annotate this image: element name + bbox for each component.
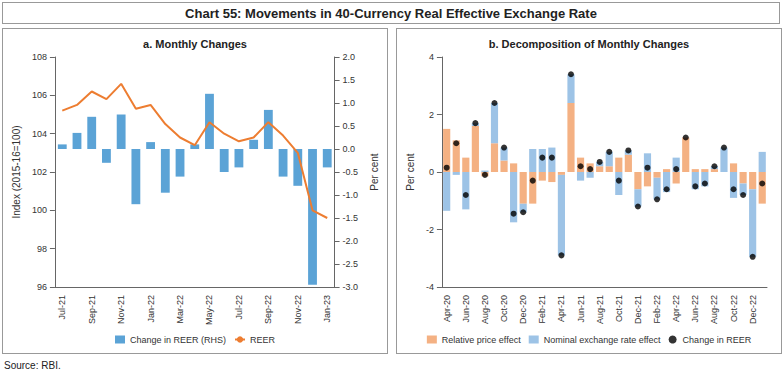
svg-text:Aug-21: Aug-21 — [595, 295, 605, 324]
svg-text:-1.5: -1.5 — [343, 213, 359, 223]
svg-text:100: 100 — [32, 205, 47, 215]
svg-text:0.0: 0.0 — [343, 144, 356, 154]
svg-text:108: 108 — [32, 52, 47, 62]
html-text:Chart 55: Movements in 40-Curr: Chart 55: Movements in 40-Currency Real … — [185, 6, 597, 21]
svg-text:Jul-21: Jul-21 — [57, 295, 67, 320]
svg-text:Jun-21: Jun-21 — [576, 295, 586, 323]
svg-text:Nov-21: Nov-21 — [116, 295, 126, 324]
svg-text:2.0: 2.0 — [343, 52, 356, 62]
svg-text:Dec-21: Dec-21 — [633, 295, 643, 324]
svg-text:Per cent: Per cent — [369, 153, 380, 190]
svg-text:Dec-20: Dec-20 — [518, 295, 528, 324]
svg-text:Feb-22: Feb-22 — [652, 295, 662, 324]
svg-text:Oct-21: Oct-21 — [614, 295, 624, 322]
svg-text:-2.0: -2.0 — [343, 236, 359, 246]
svg-text:4: 4 — [429, 52, 434, 62]
svg-text:98: 98 — [37, 244, 47, 254]
svg-text:REER: REER — [250, 335, 276, 345]
svg-text:Apr-22: Apr-22 — [671, 295, 681, 322]
svg-text:-3.0: -3.0 — [343, 282, 359, 292]
svg-text:106: 106 — [32, 90, 47, 100]
svg-text:-1.0: -1.0 — [343, 190, 359, 200]
svg-text:Jun-22: Jun-22 — [690, 295, 700, 323]
svg-text:Jun-20: Jun-20 — [461, 295, 471, 323]
svg-text:102: 102 — [32, 167, 47, 177]
svg-text:Jul-22: Jul-22 — [234, 295, 244, 320]
svg-text:Index (2015-16=100): Index (2015-16=100) — [11, 125, 22, 218]
svg-text:Oct-22: Oct-22 — [729, 295, 739, 322]
svg-text:0.5: 0.5 — [343, 121, 356, 131]
svg-text:Feb-21: Feb-21 — [537, 295, 547, 324]
svg-text:-2: -2 — [426, 225, 434, 235]
svg-text:Oct-20: Oct-20 — [499, 295, 509, 322]
svg-text:Nov-22: Nov-22 — [293, 295, 303, 324]
svg-text:May-22: May-22 — [204, 295, 214, 325]
svg-text:Apr-21: Apr-21 — [556, 295, 566, 322]
svg-text:1.0: 1.0 — [343, 98, 356, 108]
svg-text:Jan-22: Jan-22 — [146, 295, 156, 323]
svg-text:Aug-22: Aug-22 — [709, 295, 719, 324]
svg-text:Apr-20: Apr-20 — [442, 295, 452, 322]
svg-text:0: 0 — [429, 167, 434, 177]
svg-text:Jan-23: Jan-23 — [322, 295, 332, 323]
svg-text:Mar-22: Mar-22 — [175, 295, 185, 324]
svg-text:Aug-20: Aug-20 — [480, 295, 490, 324]
html-text:Source: RBI.: Source: RBI. — [4, 360, 61, 371]
svg-text:-4: -4 — [426, 282, 434, 292]
svg-text:b. Decomposition of Monthly Ch: b. Decomposition of Monthly Changes — [489, 38, 689, 50]
svg-text:Change in REER (RHS): Change in REER (RHS) — [130, 335, 226, 345]
svg-text:Sep-21: Sep-21 — [87, 295, 97, 324]
svg-text:Sep-22: Sep-22 — [263, 295, 273, 324]
svg-text:-0.5: -0.5 — [343, 167, 359, 177]
svg-text:Dec-22: Dec-22 — [748, 295, 758, 324]
svg-text:Change in REER: Change in REER — [683, 335, 752, 345]
svg-text:2: 2 — [429, 110, 434, 120]
svg-text:96: 96 — [37, 282, 47, 292]
svg-text:Per cent: Per cent — [405, 153, 416, 190]
svg-text:Relative price effect: Relative price effect — [442, 335, 521, 345]
svg-text:1.5: 1.5 — [343, 75, 356, 85]
svg-text:Nominal exchange rate effect: Nominal exchange rate effect — [544, 335, 661, 345]
svg-text:a. Monthly Changes: a. Monthly Changes — [143, 38, 247, 50]
svg-text:-2.5: -2.5 — [343, 259, 359, 269]
svg-text:104: 104 — [32, 129, 47, 139]
